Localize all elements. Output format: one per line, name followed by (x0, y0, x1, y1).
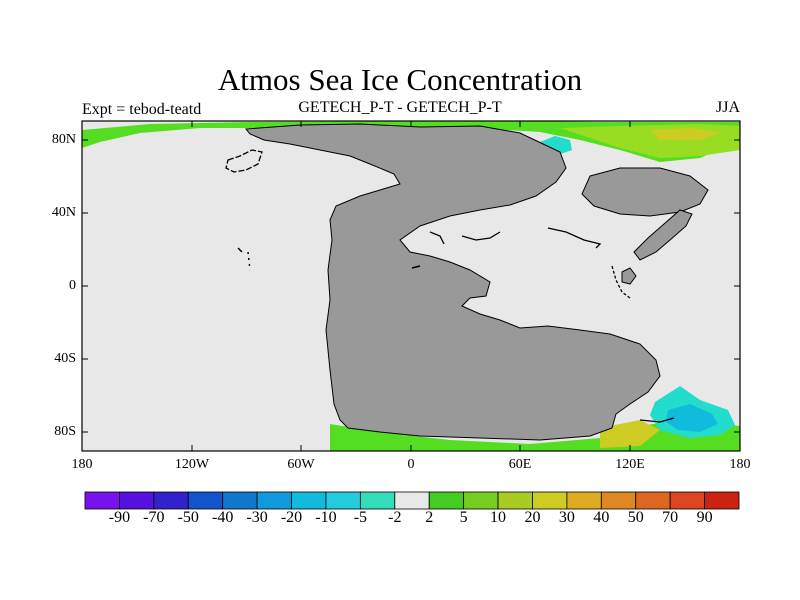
coast-outline-4 (547, 227, 602, 249)
colorbar-label: 2 (425, 509, 434, 526)
colorbar-swatch (153, 491, 189, 510)
x-tick-180e: 180 (729, 457, 751, 472)
x-tick-120w: 120W (174, 457, 210, 472)
colorbar-label: -30 (246, 509, 268, 526)
antarctic-positive-band-2 (600, 420, 660, 448)
arctic-high-patch (650, 128, 720, 140)
colorbar-label: -2 (388, 509, 402, 526)
colorbar-label: -90 (108, 509, 131, 526)
colorbar-swatch (428, 491, 465, 510)
coast-outline-2 (237, 247, 243, 253)
colorbar-label: 10 (490, 509, 507, 526)
colorbar-label: -10 (315, 509, 337, 526)
y-tick-40n: 40N (51, 205, 76, 220)
small-island (621, 267, 637, 285)
colorbar-label: -40 (212, 509, 234, 526)
coast-outline-1 (225, 149, 263, 173)
colorbar-swatch (635, 491, 671, 510)
colorbar-label: 70 (662, 509, 679, 526)
colorbar-swatch (394, 491, 430, 510)
colorbar-swatch (256, 491, 292, 510)
colorbar-swatch (669, 491, 705, 510)
colorbar-label: 40 (593, 509, 610, 526)
colorbar-label: -50 (177, 509, 199, 526)
x-tick-60e: 60E (508, 457, 532, 472)
experiment-label: Expt = tebod-teatd (82, 101, 202, 118)
y-tick-0: 0 (69, 278, 76, 293)
coast-outline-6 (429, 231, 445, 245)
y-tick-80n: 80N (51, 132, 76, 147)
y-axis-ticks (82, 139, 740, 433)
coast-outline-9 (639, 417, 675, 423)
x-tick-180w: 180 (71, 457, 93, 472)
x-axis-ticks (81, 121, 741, 451)
coast-outline-5 (611, 265, 631, 299)
colorbar-swatch (532, 491, 568, 510)
coast-outline-8 (411, 265, 421, 269)
colorbar-label: -20 (280, 509, 303, 526)
antarctic-negative-core (666, 404, 718, 432)
colorbar-swatch (291, 491, 327, 510)
colorbar-label: 30 (558, 509, 575, 526)
colorbar-swatch (325, 491, 361, 510)
x-tick-120e: 120E (615, 457, 645, 472)
y-tick-40s: 40S (54, 351, 76, 366)
season-label: JJA (715, 99, 740, 116)
colorbar-swatch (187, 491, 224, 510)
colorbar-label: -5 (353, 509, 368, 526)
colorbar-label: 90 (696, 509, 713, 526)
colorbar-swatch (600, 491, 637, 510)
cimmeria-landmass (581, 167, 709, 217)
colorbar-label: -70 (143, 509, 165, 526)
colorbar-swatch (359, 491, 396, 510)
colorbar-swatch (704, 491, 740, 510)
colorbar-swatch (566, 491, 602, 510)
colorbar-label: 20 (524, 509, 541, 526)
colorbar-swatch (463, 491, 499, 510)
x-tick-60w: 60W (287, 457, 315, 472)
colorbar-swatch (84, 491, 120, 510)
pangaea-continent (245, 123, 661, 441)
coast-outline-7 (461, 231, 501, 241)
dataset-label: GETECH_P-T - GETECH_P-T (298, 99, 502, 116)
colorbar (84, 491, 740, 510)
colorbar-swatch (119, 491, 155, 510)
colorbar-label: 50 (627, 509, 644, 526)
x-tick-0: 0 (407, 457, 415, 472)
colorbar-swatch (222, 491, 258, 510)
east-microcontinent (633, 209, 693, 261)
colorbar-swatch (497, 491, 533, 510)
plot-title: Atmos Sea Ice Concentration (217, 62, 583, 97)
colorbar-label: 5 (459, 509, 468, 526)
y-tick-80s: 80S (54, 424, 76, 439)
